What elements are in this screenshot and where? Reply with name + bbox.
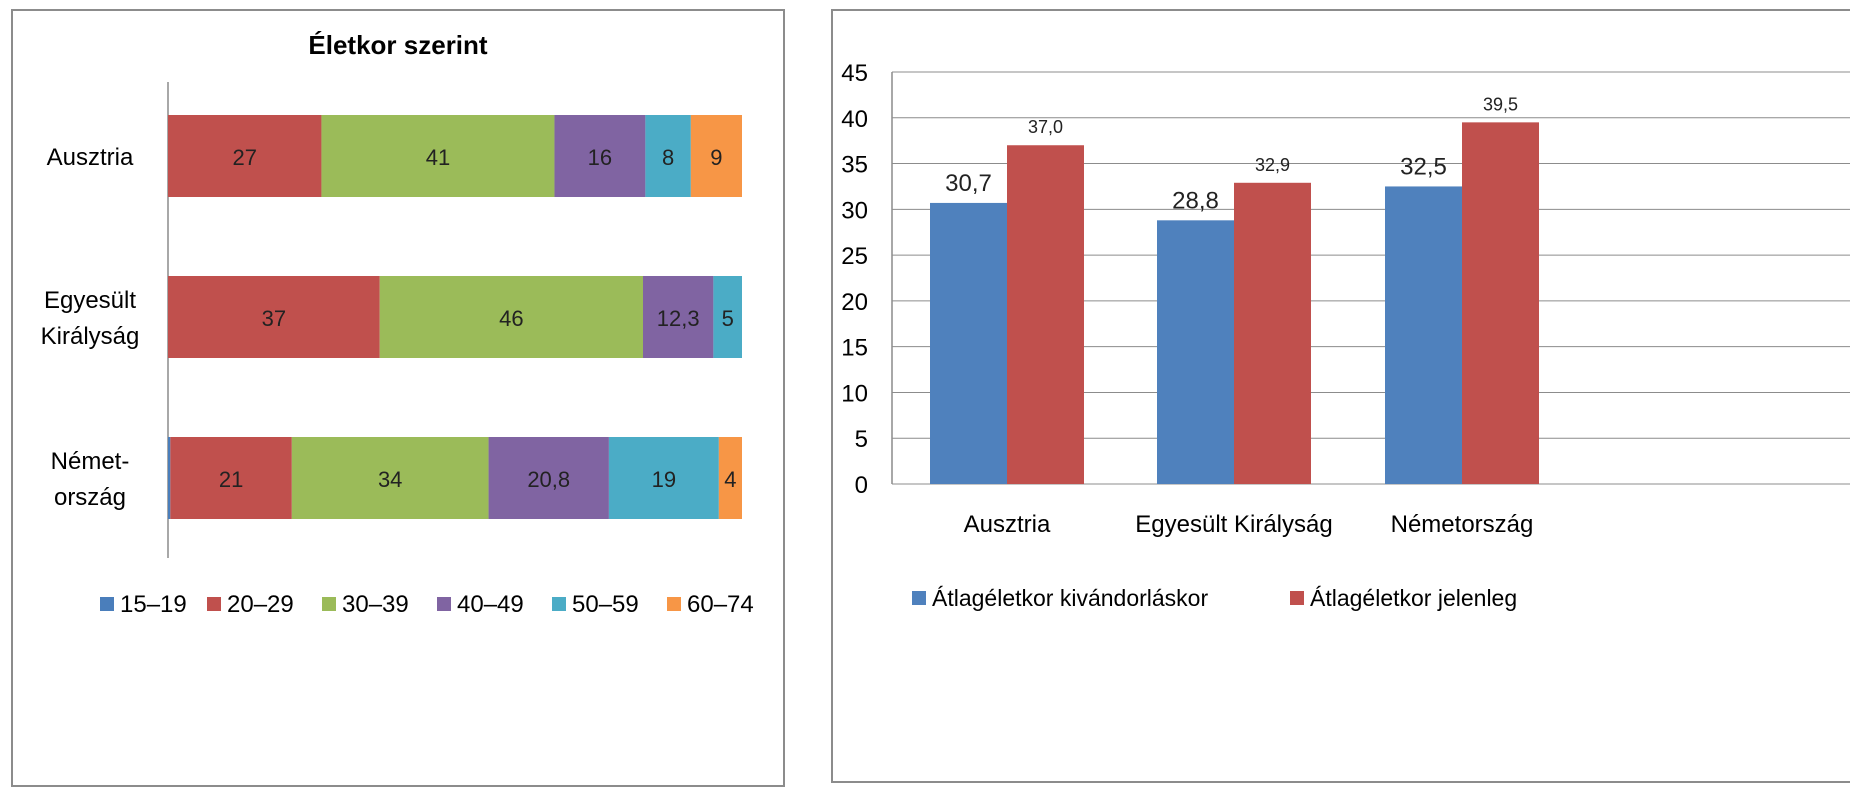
- x-category-label: Ausztria: [964, 511, 1051, 538]
- bar-value-label: 46: [499, 306, 523, 331]
- legend-label: Átlagéletkor kivándorláskor: [932, 585, 1208, 611]
- bar-segment: [645, 115, 691, 197]
- left-category-label: ország: [54, 484, 126, 511]
- bar-value-label: 8: [662, 145, 674, 170]
- right-category-labels: Ausztria Egyesült Királyság Németország: [964, 511, 1534, 538]
- bar-segment: [718, 437, 742, 519]
- bar-value-label: 37,0: [1028, 117, 1063, 137]
- legend-swatch: [552, 597, 566, 611]
- bar-segment: [642, 276, 714, 358]
- bar-value-label: 34: [378, 467, 402, 492]
- legend-swatch: [100, 597, 114, 611]
- y-tick-label: 25: [841, 243, 868, 270]
- bar-value-label: 21: [219, 467, 243, 492]
- bar-value-label: 5: [722, 306, 734, 331]
- legend-swatch: [322, 597, 336, 611]
- legend-label: 60–74: [687, 591, 754, 618]
- legend-swatch: [912, 591, 926, 605]
- legend-label: 50–59: [572, 591, 639, 618]
- legend-swatch: [207, 597, 221, 611]
- y-tick-label: 40: [841, 106, 868, 133]
- y-tick-label: 35: [841, 152, 868, 179]
- legend-swatch: [1290, 591, 1304, 605]
- bar: [1385, 186, 1462, 484]
- y-tick-label: 15: [841, 335, 868, 362]
- legend-label: 20–29: [227, 591, 294, 618]
- bar-segment: [321, 115, 555, 197]
- right-tick-labels: 0 5 10 15 20 25 30 35 40 45: [841, 60, 868, 499]
- legend-label: 40–49: [457, 591, 524, 618]
- bar: [1234, 182, 1311, 484]
- left-legend: 15–19 20–29 30–39 40–49 50–59 60–74: [100, 591, 754, 618]
- bar-segment: [168, 276, 380, 358]
- bar-segment: [488, 437, 609, 519]
- bar-value-label: 41: [426, 145, 450, 170]
- left-category-label: Királyság: [41, 323, 140, 350]
- y-tick-label: 10: [841, 380, 868, 407]
- bar-value-label: 16: [588, 145, 612, 170]
- bar: [1157, 220, 1234, 484]
- bar-segment: [168, 437, 171, 519]
- bar: [1462, 122, 1539, 484]
- left-category-label: Egyesült: [44, 287, 136, 314]
- bar-segment: [168, 115, 322, 197]
- x-category-label: Németország: [1391, 511, 1534, 538]
- bar-value-label: 4: [724, 467, 736, 492]
- left-category-label: Német-: [51, 448, 130, 475]
- bar-value-label: 9: [710, 145, 722, 170]
- age-group-chart: Életkor szerint Ausztria Egyesült Királysá…: [11, 9, 785, 787]
- legend-label: 30–39: [342, 591, 409, 618]
- legend-swatch: [437, 597, 451, 611]
- left-chart-title: Életkor szerint: [308, 30, 488, 60]
- bar-value-label: 37: [262, 306, 286, 331]
- bar-value-label: 12,3: [657, 306, 700, 331]
- bar-value-label: 39,5: [1483, 94, 1518, 114]
- right-legend: Átlagéletkor kivándorláskor Átlagéletkor …: [912, 585, 1517, 611]
- y-tick-label: 0: [855, 472, 868, 499]
- bar-value-label: 30,7: [945, 170, 992, 197]
- right-bars: 30,7 37,0 28,8 32,9 32,5 39,5: [930, 94, 1539, 484]
- y-tick-label: 20: [841, 289, 868, 316]
- bar-value-label: 32,9: [1255, 155, 1290, 175]
- bar: [930, 202, 1007, 484]
- legend-swatch: [667, 597, 681, 611]
- left-bars: 27 41 16 8 9 37 46 12,3 5 21 34 20,8 19 4: [168, 115, 742, 519]
- bar-value-label: 28,8: [1172, 187, 1219, 214]
- bar-value-label: 19: [652, 467, 676, 492]
- y-tick-label: 30: [841, 197, 868, 224]
- bar-segment: [690, 115, 742, 197]
- left-category-label: Ausztria: [47, 144, 134, 171]
- bar-segment: [379, 276, 643, 358]
- x-category-label: Egyesült Királyság: [1135, 511, 1332, 538]
- bar-segment: [291, 437, 489, 519]
- y-tick-label: 45: [841, 60, 868, 87]
- bar: [1007, 145, 1084, 484]
- legend-label: 15–19: [120, 591, 187, 618]
- bar-value-label: 27: [232, 145, 256, 170]
- legend-label: Átlagéletkor jelenleg: [1310, 585, 1517, 611]
- bar-value-label: 32,5: [1400, 153, 1447, 180]
- bar-segment: [608, 437, 719, 519]
- bar-segment: [554, 115, 646, 197]
- bar-segment: [713, 276, 742, 358]
- y-tick-label: 5: [855, 426, 868, 453]
- left-category-labels: Ausztria Egyesült Királyság Német-ország: [41, 144, 140, 511]
- bar-segment: [170, 437, 292, 519]
- bar-value-label: 20,8: [527, 467, 570, 492]
